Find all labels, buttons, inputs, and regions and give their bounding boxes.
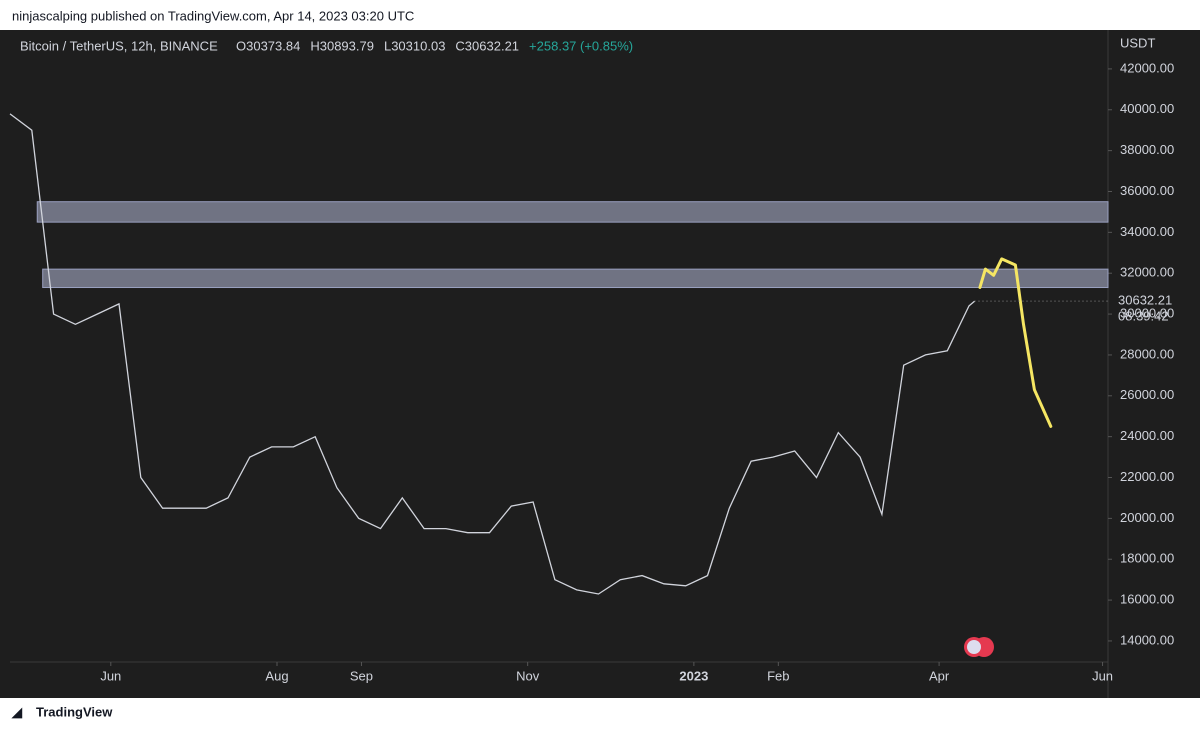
chart-panel (0, 30, 1200, 698)
x-tick-label: Nov (516, 668, 540, 683)
x-tick-label: Jun (100, 668, 121, 683)
price-line (9, 113, 975, 595)
y-tick-label: 42000.00 (1120, 60, 1174, 75)
symbol: Bitcoin / TetherUS, 12h, BINANCE (20, 38, 218, 53)
x-tick-label: Sep (350, 668, 373, 683)
y-tick-label: 14000.00 (1120, 632, 1174, 647)
x-tick-label: 2023 (679, 668, 708, 683)
y-tick-label: 16000.00 (1120, 592, 1174, 607)
logo-mark: ◢ (11, 704, 23, 719)
ohlc-label: O30373.84 (236, 38, 300, 53)
y-tick-label: 40000.00 (1120, 101, 1174, 116)
y-unit: USDT (1120, 35, 1155, 50)
ohlc-label: C30632.21 (455, 38, 519, 53)
y-tick-label: 28000.00 (1120, 346, 1174, 361)
header: ninjascalping published on TradingView.c… (12, 8, 414, 23)
y-tick-label: 22000.00 (1120, 469, 1174, 484)
x-tick-label: Jun (1092, 668, 1113, 683)
x-tick-label: Aug (265, 668, 288, 683)
projection (978, 257, 1053, 428)
y-tick-label: 20000.00 (1120, 510, 1174, 525)
zone (42, 268, 1109, 289)
y-tick-label: 34000.00 (1120, 224, 1174, 239)
last-price: 30632.21 (1118, 293, 1172, 308)
y-tick-label: 32000.00 (1120, 265, 1174, 280)
y-tick-label: 38000.00 (1120, 142, 1174, 157)
ohlc-label: H30893.79 (310, 38, 374, 53)
y-tick-label: 18000.00 (1120, 551, 1174, 566)
y-tick-label: 30000.00 (1120, 306, 1174, 321)
footer-logo: TradingView (36, 704, 113, 719)
countdown: 08:39:42 (1118, 309, 1169, 324)
y-tick-label: 36000.00 (1120, 183, 1174, 198)
zone (36, 201, 1109, 223)
x-tick-label: Feb (767, 668, 789, 683)
x-tick-label: Apr (929, 668, 950, 683)
ohlc-label: +258.37 (+0.85%) (529, 38, 633, 53)
y-tick-label: 24000.00 (1120, 428, 1174, 443)
y-tick-label: 26000.00 (1120, 387, 1174, 402)
flags (964, 637, 994, 657)
ohlc-label: L30310.03 (384, 38, 445, 53)
